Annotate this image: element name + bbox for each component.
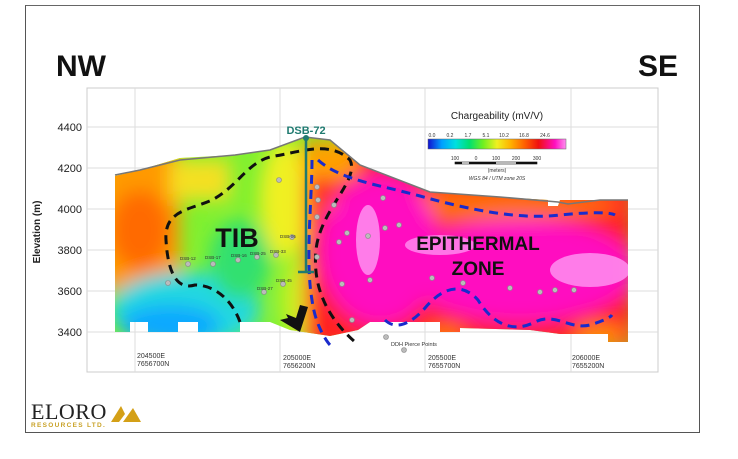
legend-tick: 0.0 [429,133,436,139]
pierce-label: DSB-25 [250,251,266,256]
se-label: SE [638,50,679,83]
drillhole-label: DSB-72 [286,125,325,137]
x-tick-northing: 7655700N [428,363,460,370]
x-tick-easting: 204500E [137,353,165,360]
legend-tick: 10.2 [499,133,509,139]
pierce-label: DSB-12 [180,256,196,261]
x-tick-northing: 7656200N [283,363,315,370]
pierce-label: DSB-16 [231,253,247,258]
legend-tick: 0.2 [447,133,454,139]
scale-tick: 100 [492,156,501,162]
x-axis-ticks: 204500E 7656700N 205000E 7656200N 205500… [137,353,604,370]
scale-ticks: 100 0 100 200 300 [451,156,542,162]
y-tick: 3600 [58,286,82,298]
pierce-points [165,177,577,353]
legend-tick: 24.6 [540,133,550,139]
x-tick-easting: 205000E [283,355,311,362]
drillhole-collar [303,135,309,141]
legend-ticks: 0.0 0.2 1.7 5.1 10.2 16.8 24.6 [429,133,551,139]
slide-frame [25,5,700,433]
scale-tick: 300 [533,156,542,162]
projection-label: WGS 84 / UTM zone 20S [469,176,526,182]
y-tick: 3400 [58,327,82,339]
logo-mark-icon [110,406,141,422]
logo-name: ELORO [31,399,107,424]
y-tick: 3800 [58,245,82,257]
epithermal-boundary [307,158,616,347]
pierce-labels: DSB-12 DSB-17 DSB-16 DSB-25 DSB-33 DSB-0… [180,234,296,291]
legend-title: Chargeability (mV/V) [451,111,543,122]
y-tick: 4400 [58,122,82,134]
eloro-logo: ELORO RESOURCES LTD. [31,399,141,429]
pierce-label: DSB-45 [276,278,292,283]
nw-label: NW [56,50,106,83]
epithermal-label-2: ZONE [452,259,505,280]
logo-subtitle: RESOURCES LTD. [31,422,107,429]
y-tick: 4200 [58,163,82,175]
pierce-points-legend: DDH Pierce Points [391,342,437,348]
pierce-label: DSB-17 [205,255,221,260]
x-tick-easting: 206000E [572,355,600,362]
tib-label: TIB [215,223,259,253]
x-tick-northing: 7655200N [572,363,604,370]
legend-tick: 16.8 [519,133,529,139]
legend-colorbar [427,138,567,150]
x-tick-northing: 7656700N [137,361,169,368]
scale-unit: (meters) [488,168,507,174]
y-tick: 4000 [58,204,82,216]
y-axis-label: Elevation (m) [32,201,43,264]
scale-tick: 100 [451,156,460,162]
scale-tick: 200 [512,156,521,162]
y-axis-ticks: 4400 4200 4000 3800 3600 3400 [58,122,82,339]
chargeability-field [115,137,628,342]
topography-line [114,136,628,205]
legend-tick: 5.1 [483,133,490,139]
pierce-label: DSB-06 [280,234,296,239]
pierce-label: DSB-27 [257,286,273,291]
scale-bar [454,161,538,165]
pierce-label: DSB-33 [270,249,286,254]
scale-tick: 0 [475,156,478,162]
legend-tick: 1.7 [465,133,472,139]
x-tick-easting: 205500E [428,355,456,362]
down-arrow-icon [280,305,308,332]
epithermal-label-1: EPITHERMAL [416,234,540,255]
